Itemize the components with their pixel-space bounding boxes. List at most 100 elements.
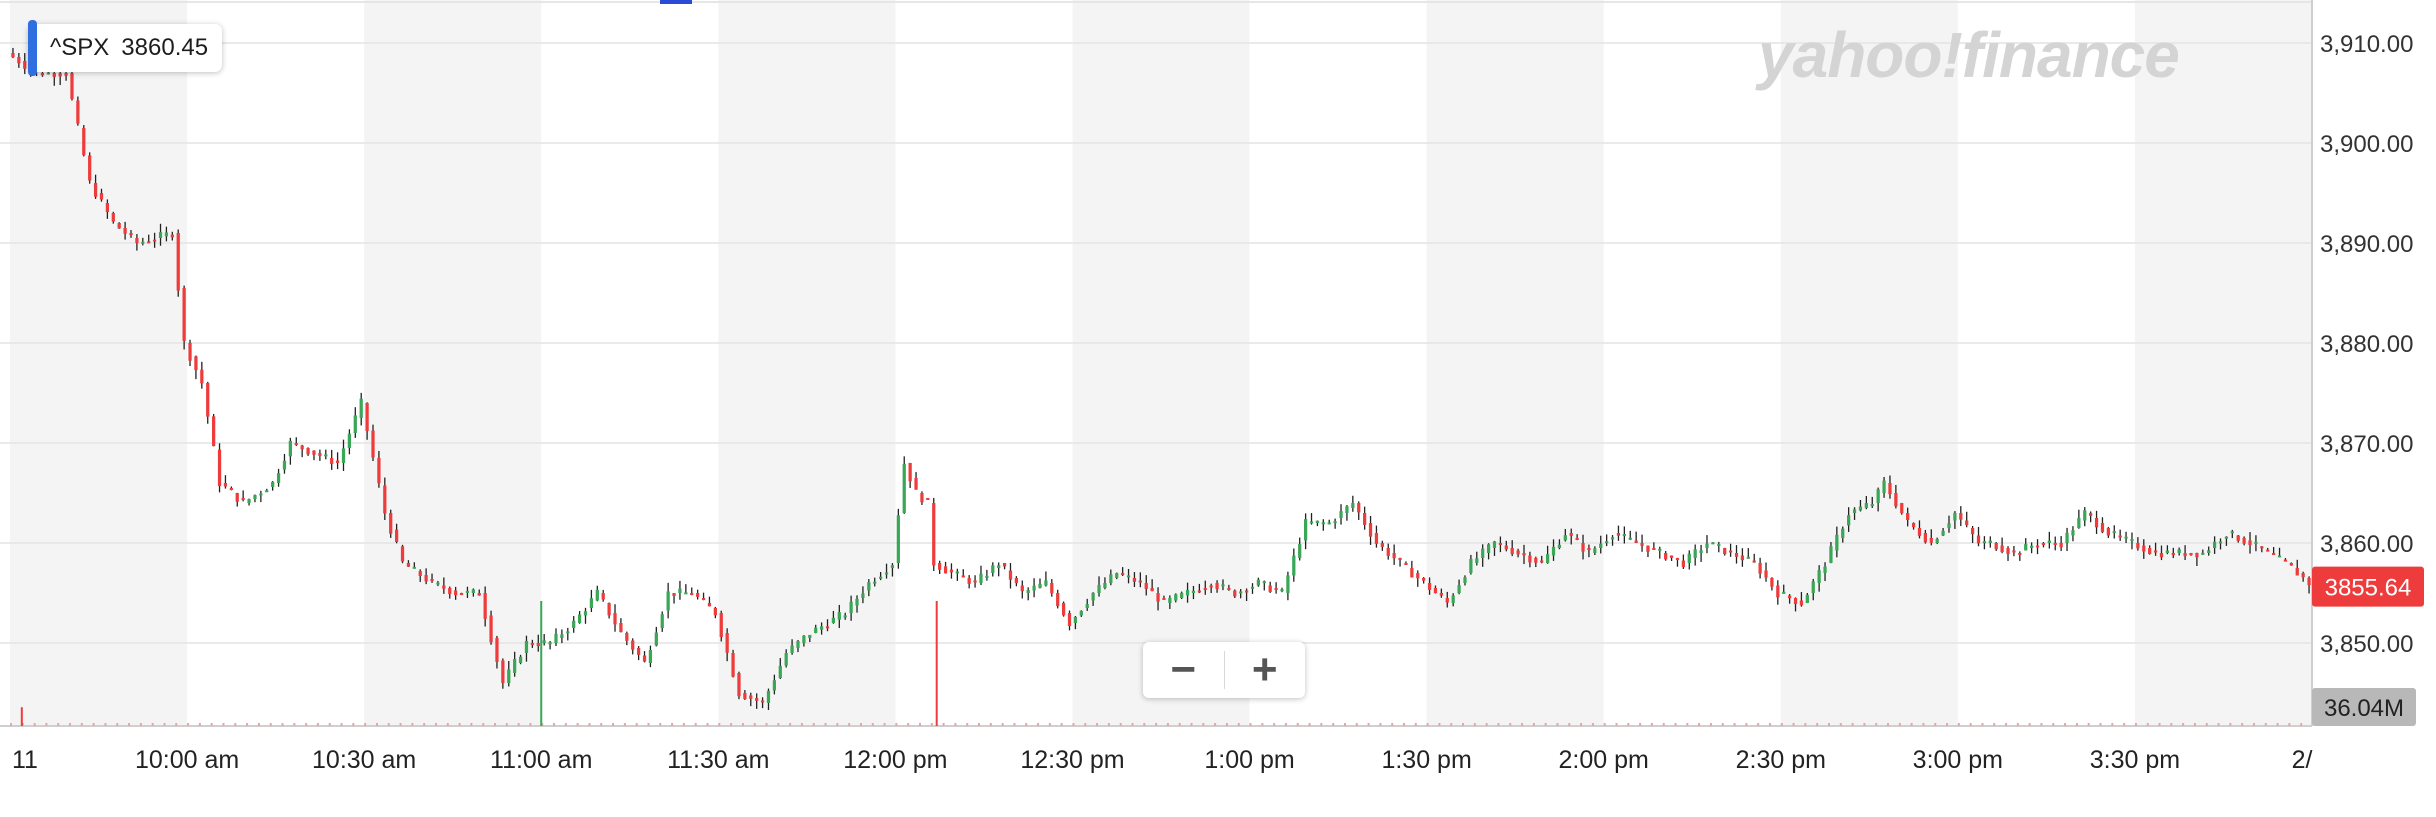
volume-bar bbox=[1249, 723, 1252, 726]
volume-bar bbox=[2075, 723, 2078, 726]
volume-bar bbox=[2229, 723, 2232, 726]
candle-body bbox=[1268, 585, 1272, 592]
candle-body bbox=[206, 383, 210, 417]
candle-body bbox=[2283, 559, 2288, 562]
candle-body bbox=[300, 445, 304, 450]
candle-body bbox=[1545, 554, 1550, 563]
candle-body bbox=[2047, 540, 2051, 543]
candle-body bbox=[2266, 549, 2270, 552]
symbol-tag[interactable]: ^SPX 3860.45 bbox=[28, 20, 223, 76]
volume-bar bbox=[104, 723, 107, 726]
time-band bbox=[2134, 0, 2312, 726]
candle-body bbox=[1758, 563, 1762, 574]
volume-bar bbox=[128, 723, 131, 726]
volume-bar bbox=[163, 723, 166, 726]
volume-bar bbox=[1462, 723, 1465, 726]
candle-body bbox=[353, 415, 357, 433]
x-axis: 11 10:00 am 10:30 am 11:00 am 11:30 am 12:00 … bbox=[12, 746, 2312, 774]
volume-bar bbox=[1320, 723, 1323, 726]
candle-body bbox=[82, 128, 86, 156]
volume-bar bbox=[2182, 723, 2185, 726]
candle-body bbox=[1097, 584, 1101, 593]
candle-body bbox=[318, 453, 322, 457]
candle-body bbox=[217, 449, 222, 487]
candle-body bbox=[707, 603, 712, 607]
candle-body bbox=[288, 440, 292, 457]
candle-body bbox=[1693, 549, 1697, 558]
y-tick-label: 3,870.00 bbox=[2320, 431, 2413, 458]
candle-body bbox=[265, 490, 269, 493]
candle-body bbox=[1327, 522, 1331, 525]
candle-body bbox=[135, 238, 139, 244]
volume-bar bbox=[387, 723, 390, 726]
candle-body bbox=[1416, 573, 1420, 579]
volume-bar bbox=[1922, 723, 1925, 726]
candle-body bbox=[1723, 548, 1727, 555]
candle-body bbox=[1835, 534, 1839, 551]
candle-body bbox=[666, 591, 670, 611]
volume-bar bbox=[1308, 723, 1311, 726]
candle-body bbox=[595, 589, 599, 601]
time-band bbox=[1426, 0, 1604, 726]
candle-body bbox=[1752, 560, 1756, 563]
zoom-out-button[interactable]: − bbox=[1170, 645, 1197, 694]
candle-body bbox=[1168, 597, 1172, 603]
zoom-in-button[interactable]: + bbox=[1251, 645, 1278, 694]
top-indicator bbox=[660, 0, 692, 4]
volume-bar bbox=[682, 723, 685, 726]
candle-body bbox=[879, 576, 883, 579]
candle-body bbox=[1274, 588, 1278, 590]
volume-bar bbox=[1107, 723, 1110, 726]
candle-body bbox=[1551, 546, 1556, 556]
candle-body bbox=[212, 416, 216, 447]
volume-bar bbox=[1509, 723, 1512, 726]
volume-bar bbox=[1332, 723, 1335, 726]
candle-body bbox=[1540, 560, 1544, 563]
candle-body bbox=[1658, 548, 1662, 551]
volume-bar bbox=[2099, 723, 2102, 726]
candle-body bbox=[914, 478, 918, 490]
volume-bar bbox=[505, 723, 508, 726]
candle-body bbox=[406, 563, 411, 567]
volume-bar bbox=[1804, 723, 1807, 726]
volume-bar bbox=[1827, 723, 1830, 726]
candle-body bbox=[1911, 523, 1916, 528]
candle-body bbox=[1298, 544, 1302, 558]
candle-body bbox=[1073, 616, 1078, 623]
candle-body bbox=[2242, 538, 2246, 544]
candle-body bbox=[70, 73, 74, 99]
candle-body bbox=[58, 73, 62, 77]
volume-bar bbox=[1544, 723, 1547, 726]
volume-bar bbox=[399, 723, 402, 726]
volume-bar bbox=[907, 723, 910, 726]
candle-body bbox=[625, 633, 629, 641]
candle-body bbox=[448, 588, 452, 595]
volume-bar bbox=[446, 723, 449, 726]
candle-body bbox=[1669, 555, 1674, 558]
symbol-accent-bar bbox=[28, 20, 37, 76]
volume-bar bbox=[1757, 723, 1760, 726]
candle-body bbox=[117, 223, 121, 229]
candle-body bbox=[1309, 521, 1314, 524]
candle-body bbox=[1156, 593, 1160, 602]
candle-body bbox=[40, 73, 45, 76]
candle-body bbox=[2260, 546, 2264, 549]
volume-bar bbox=[1178, 723, 1181, 726]
candle-body bbox=[1262, 581, 1266, 584]
candle-body bbox=[1044, 580, 1048, 586]
candle-body bbox=[1256, 579, 1261, 586]
last-price-tag bbox=[2312, 566, 2424, 607]
volume-bar bbox=[2123, 723, 2126, 726]
candle-body bbox=[636, 648, 641, 655]
volume-bars bbox=[10, 601, 2303, 726]
candle-body bbox=[1410, 568, 1414, 578]
candle-body bbox=[1103, 582, 1107, 588]
candle-body bbox=[1640, 543, 1644, 546]
candle-body bbox=[855, 598, 859, 606]
candle-body bbox=[908, 463, 912, 482]
candle-body bbox=[377, 458, 381, 484]
volume-bar bbox=[198, 723, 201, 726]
candle-body bbox=[1894, 493, 1898, 507]
